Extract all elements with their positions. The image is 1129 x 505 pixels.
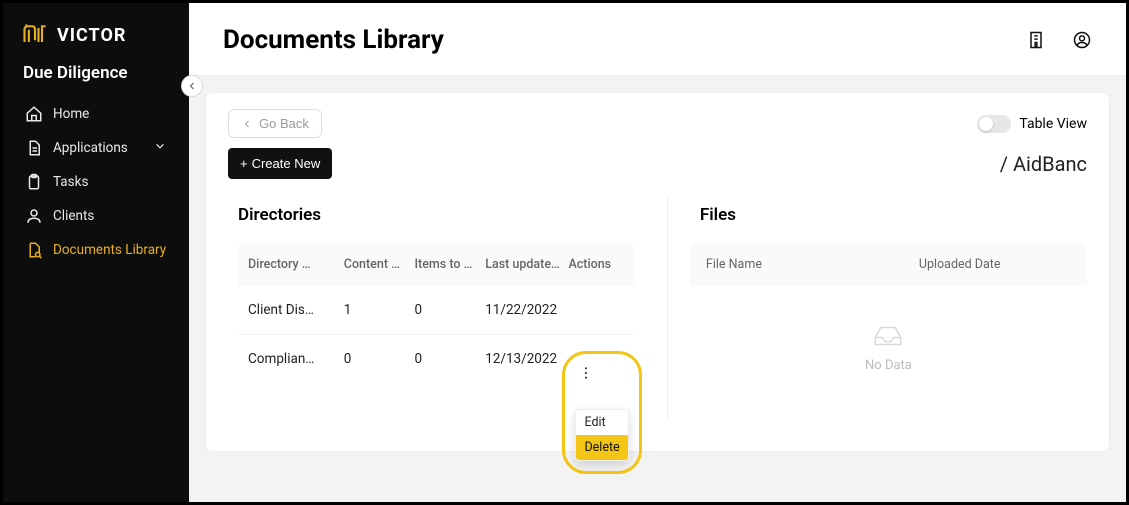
nav-label: Tasks — [53, 174, 88, 190]
main: Documents Library Go Back — [189, 3, 1126, 502]
go-back-button[interactable]: Go Back — [228, 109, 322, 138]
col-name: Directory … — [248, 257, 336, 272]
go-back-label: Go Back — [259, 116, 309, 131]
cards: Directories Directory … Content Count It… — [228, 195, 1087, 421]
row-actions-button[interactable] — [575, 362, 597, 384]
breadcrumb: / AidBanc — [1000, 152, 1087, 176]
nav-home[interactable]: Home — [13, 97, 179, 131]
home-icon — [25, 105, 43, 123]
dir-updated: 11/22/2022 — [485, 302, 560, 318]
directories-card: Directories Directory … Content Count It… — [228, 195, 645, 383]
table-view-switch[interactable] — [977, 115, 1011, 133]
col-uploaded: Uploaded Date — [919, 257, 1071, 272]
create-new-button[interactable]: + Create New — [228, 148, 332, 179]
chevron-down-icon — [153, 139, 167, 157]
directory-row[interactable]: Complian… 0 0 12/13/2022 — [238, 334, 635, 383]
file-icon — [25, 139, 43, 157]
dir-updated: 12/13/2022 — [485, 351, 560, 367]
directories-header: Directory … Content Count Items to Revie… — [238, 243, 635, 286]
col-review: Items to Review — [415, 257, 478, 272]
clipboard-icon — [25, 173, 43, 191]
inbox-icon — [871, 322, 905, 350]
topbar: Documents Library — [189, 3, 1126, 76]
user-icon — [25, 207, 43, 225]
view-toggle: Table View — [977, 115, 1087, 133]
building-icon[interactable] — [1026, 30, 1046, 50]
nav-label: Applications — [53, 140, 128, 156]
col-count: Content Count — [344, 257, 407, 272]
nav: Home Applications Tasks — [3, 97, 189, 267]
nav-label: Clients — [53, 208, 94, 224]
dir-name: Client Dis… — [248, 302, 336, 318]
toolbar-top: Go Back Table View — [228, 109, 1087, 138]
col-actions: Actions — [568, 257, 624, 272]
files-title: Files — [700, 205, 1077, 225]
section-title: Due Diligence — [3, 59, 189, 97]
topbar-actions — [1026, 30, 1092, 50]
nav-tasks[interactable]: Tasks — [13, 165, 179, 199]
directory-row[interactable]: Client Dis… 1 0 11/22/2022 — [238, 286, 635, 334]
action-popup-highlight: Edit Delete — [562, 351, 641, 474]
create-new-label: Create New — [252, 156, 321, 171]
sidebar: VICTOR Due Diligence Home Applications — [3, 3, 189, 502]
panel: Go Back Table View + Create New / AidBan… — [205, 92, 1110, 452]
brand: VICTOR — [3, 21, 189, 59]
col-updated: Last updated item — [485, 257, 560, 272]
sidebar-collapse-button[interactable] — [181, 75, 203, 97]
menu-item-edit[interactable]: Edit — [576, 410, 627, 435]
directories-table: Directory … Content Count Items to Revie… — [228, 243, 645, 383]
files-empty-state: No Data — [690, 286, 1087, 421]
profile-icon[interactable] — [1072, 30, 1092, 50]
brand-logo-icon — [21, 21, 49, 49]
row-actions-menu: Edit Delete — [575, 409, 628, 461]
brand-name: VICTOR — [57, 25, 126, 46]
nav-label: Documents Library — [53, 242, 166, 258]
document-search-icon — [25, 241, 43, 259]
nav-clients[interactable]: Clients — [13, 199, 179, 233]
files-empty-label: No Data — [865, 358, 912, 373]
nav-applications[interactable]: Applications — [13, 131, 179, 165]
nav-label: Home — [53, 106, 89, 122]
toolbar-bottom: + Create New / AidBanc — [228, 148, 1087, 179]
page-title: Documents Library — [223, 25, 444, 55]
files-header: File Name Uploaded Date — [690, 243, 1087, 286]
dir-review: 0 — [415, 302, 478, 318]
table-view-label: Table View — [1019, 116, 1087, 132]
nav-documents-library[interactable]: Documents Library — [13, 233, 179, 267]
menu-item-delete[interactable]: Delete — [576, 435, 627, 460]
dir-count: 0 — [344, 351, 407, 367]
col-file-name: File Name — [706, 257, 919, 272]
dir-review: 0 — [415, 351, 478, 367]
content: Go Back Table View + Create New / AidBan… — [189, 76, 1126, 502]
dir-count: 1 — [344, 302, 407, 318]
dir-name: Complian… — [248, 351, 336, 367]
files-card: Files File Name Uploaded Date No Data — [690, 195, 1087, 421]
directories-title: Directories — [238, 205, 635, 225]
divider — [667, 195, 668, 421]
plus-icon: + — [240, 156, 248, 171]
